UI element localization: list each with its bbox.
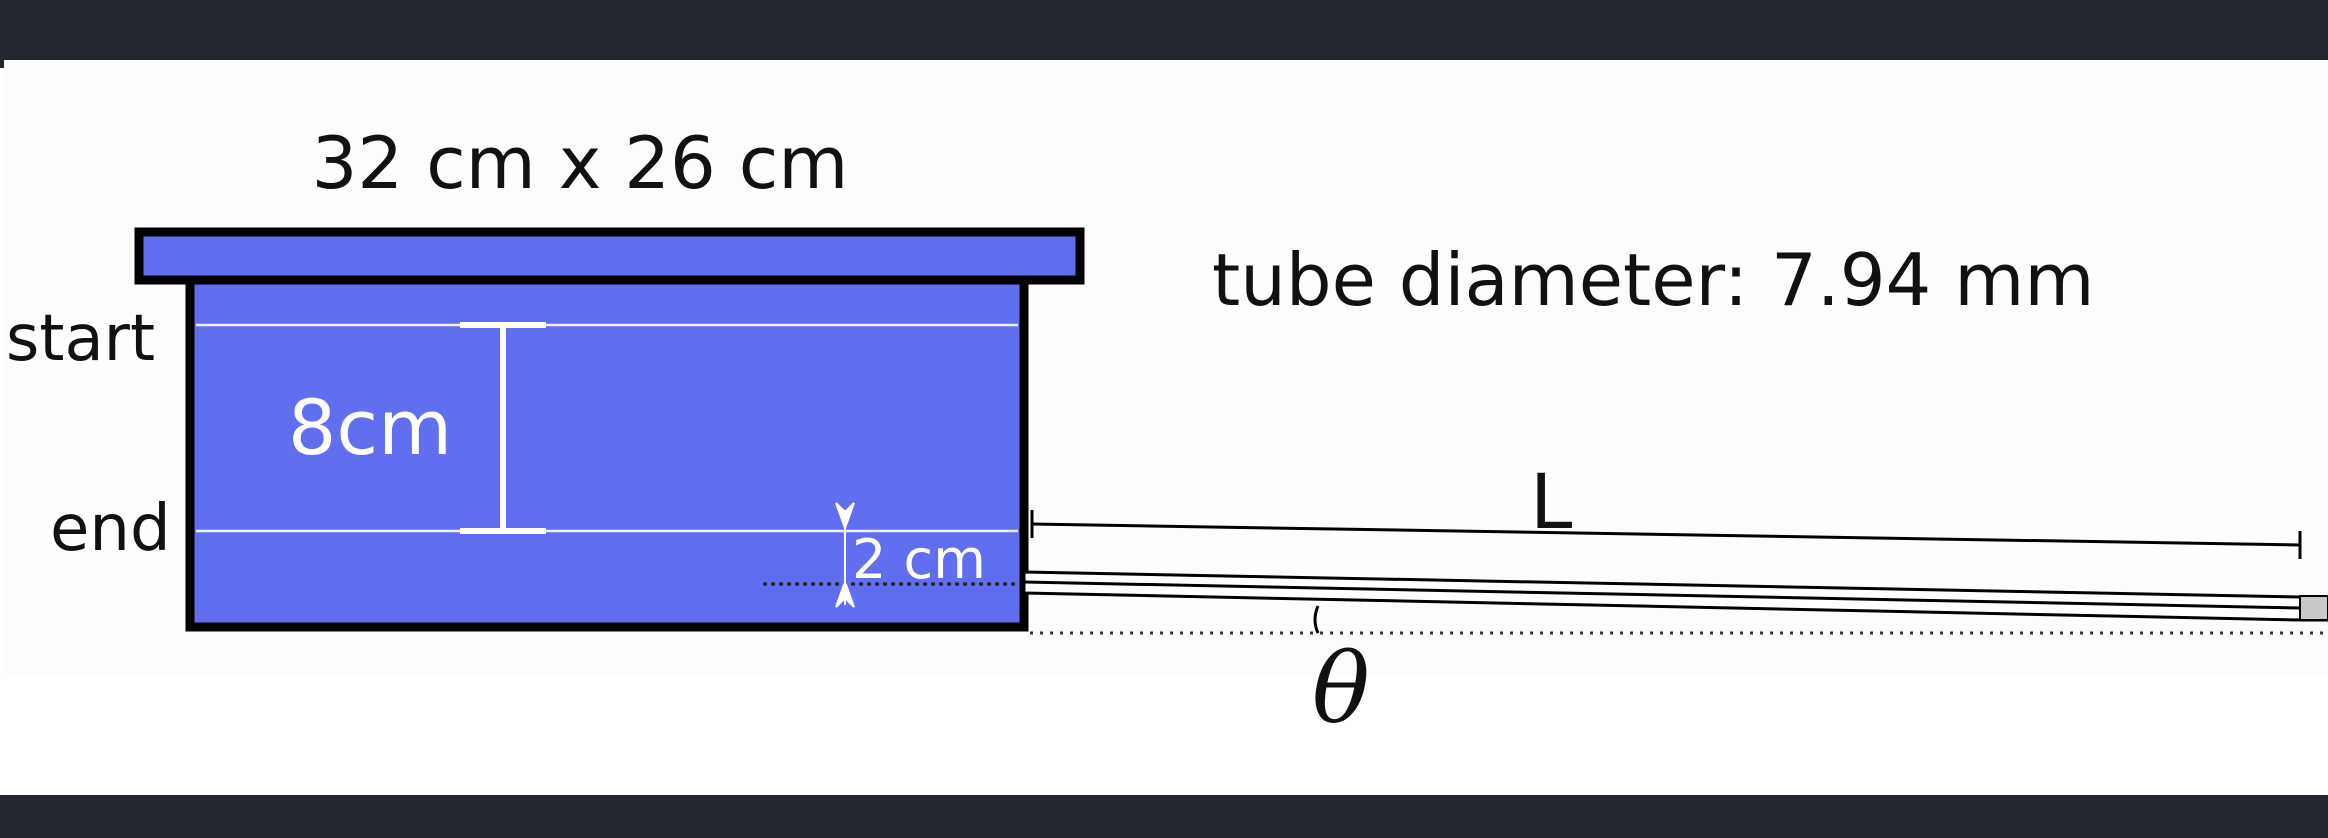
end-label: end [50,492,171,566]
outlet-offset-label: 2 cm [852,528,986,591]
outlet-offset-marker [835,502,855,608]
outflow-tube [1022,570,2328,622]
length-dimension [1030,510,2302,559]
drop-height-marker [460,322,546,534]
tank-size-label: 32 cm x 26 cm [312,121,849,205]
tube-diameter-label: tube diameter: 7.94 mm [1212,238,2095,322]
tank-lid [134,227,1085,285]
top-frame-bar [0,0,2328,68]
angle-label: θ [1312,633,1370,745]
length-label: L [1530,457,1572,546]
bottom-frame-bar [0,795,2328,838]
tank-body [185,275,1029,632]
start-label: start [6,302,155,376]
angle-arc [1313,605,1320,634]
drop-height-label: 8cm [288,383,452,472]
